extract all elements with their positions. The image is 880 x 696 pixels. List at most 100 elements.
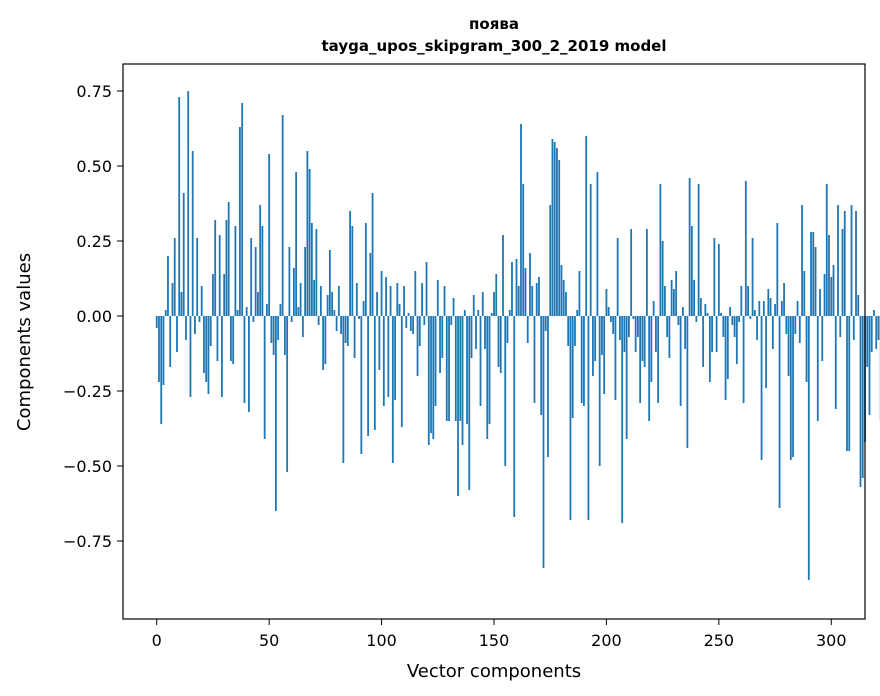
bar-93 — [364, 223, 367, 316]
bar-249 — [715, 316, 718, 352]
bar-251 — [720, 313, 722, 316]
bar-264 — [749, 316, 752, 319]
bar-34 — [232, 316, 235, 364]
bar-204 — [614, 316, 617, 400]
bar-244 — [704, 304, 707, 316]
bar-19 — [198, 316, 201, 322]
bar-203 — [612, 316, 615, 334]
bar-280 — [785, 316, 788, 334]
bar-39 — [243, 316, 246, 403]
bar-103 — [387, 316, 390, 397]
bar-75 — [324, 316, 327, 364]
bar-268 — [758, 301, 761, 316]
bar-67 — [306, 151, 309, 316]
bar-199 — [603, 316, 606, 394]
bar-21 — [203, 316, 205, 373]
bar-269 — [760, 316, 763, 460]
bar-153 — [499, 316, 502, 373]
bar-287 — [801, 205, 803, 316]
bar-109 — [400, 316, 403, 427]
x-tick-label-0: 0 — [152, 631, 162, 650]
bar-279 — [783, 283, 785, 316]
bar-94 — [367, 316, 369, 436]
bar-228 — [668, 316, 671, 358]
bar-202 — [610, 316, 612, 322]
bar-102 — [385, 277, 387, 316]
bar-91 — [360, 316, 363, 454]
bar-310 — [852, 316, 855, 340]
bar-23 — [207, 316, 210, 394]
bar-184 — [569, 316, 572, 520]
bar-85 — [346, 316, 349, 346]
bar-188 — [578, 271, 581, 316]
bar-1 — [158, 316, 160, 382]
bar-3 — [162, 316, 165, 385]
bar-205 — [616, 238, 619, 316]
bar-257 — [733, 316, 736, 337]
bar-26 — [214, 220, 217, 316]
bar-301 — [832, 265, 835, 316]
y-tick-label-2: 0.25 — [76, 232, 112, 251]
bar-168 — [533, 316, 536, 403]
bar-66 — [304, 247, 307, 316]
bar-63 — [297, 307, 300, 316]
bar-35 — [234, 226, 237, 316]
bar-2 — [160, 316, 163, 424]
bar-258 — [735, 316, 738, 364]
bar-48 — [263, 316, 266, 439]
bar-169 — [535, 283, 538, 316]
bar-290 — [807, 316, 810, 580]
y-axis-ticks: 0.75 0.50 0.25 0.00 −0.25 −0.50 −0.75 — [63, 82, 123, 551]
bar-286 — [798, 316, 801, 343]
bar-304 — [839, 316, 842, 337]
bar-241 — [697, 184, 700, 316]
bar-187 — [576, 310, 579, 316]
bar-162 — [520, 124, 522, 316]
bar-207 — [621, 316, 624, 523]
bar-245 — [706, 313, 709, 316]
chart-subtitle: tayga_upos_skipgram_300_2_2019 model — [322, 37, 667, 55]
bar-175 — [549, 205, 552, 316]
bar-193 — [589, 184, 592, 316]
bar-248 — [713, 238, 716, 316]
bar-262 — [744, 181, 747, 316]
bar-235 — [684, 316, 687, 349]
bar-31 — [225, 220, 228, 316]
bar-288 — [803, 271, 806, 316]
bar-104 — [389, 286, 392, 316]
bar-183 — [567, 316, 570, 346]
bar-267 — [756, 316, 758, 340]
bar-321 — [877, 316, 880, 340]
bar-53 — [275, 316, 277, 511]
bar-240 — [695, 316, 698, 322]
bar-305 — [841, 229, 844, 316]
bar-129 — [445, 316, 448, 421]
bar-37 — [239, 127, 241, 316]
bar-157 — [508, 310, 511, 316]
bar-138 — [466, 316, 468, 424]
bar-118 — [421, 283, 423, 316]
bar-25 — [212, 274, 214, 316]
bar-59 — [288, 247, 291, 316]
bar-27 — [216, 316, 219, 361]
bar-45 — [257, 292, 259, 316]
bar-139 — [468, 316, 471, 490]
bar-166 — [529, 253, 531, 316]
bar-70 — [313, 280, 316, 316]
bar-227 — [666, 316, 669, 337]
bar-57 — [283, 316, 286, 355]
bar-299 — [828, 235, 830, 316]
x-tick-label-250: 250 — [704, 631, 735, 650]
bar-194 — [592, 316, 594, 376]
bar-295 — [819, 289, 821, 316]
bar-9 — [176, 316, 178, 352]
bar-92 — [362, 301, 365, 316]
bar-13 — [185, 316, 187, 340]
bar-95 — [369, 253, 372, 316]
bar-318 — [870, 316, 873, 352]
bar-112 — [407, 313, 410, 316]
bar-292 — [812, 232, 815, 316]
bar-309 — [850, 205, 853, 316]
bar-303 — [837, 205, 839, 316]
